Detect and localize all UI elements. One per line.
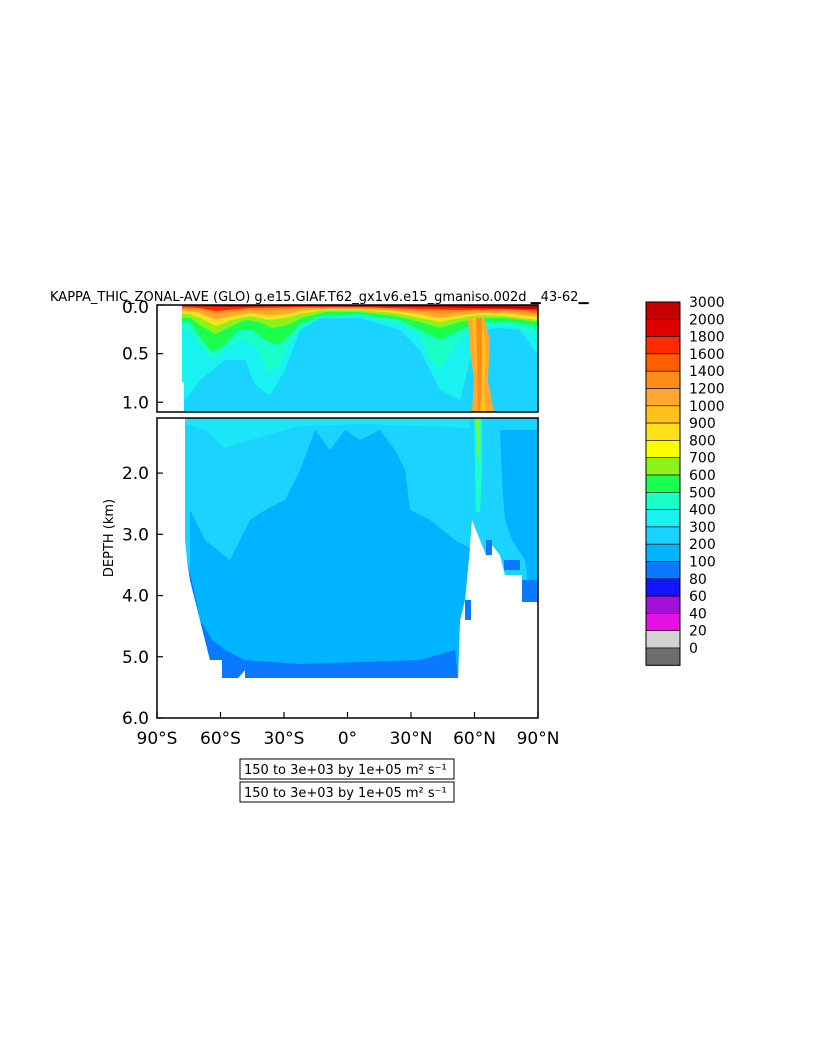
contour-info-text-2: 150 to 3e+03 by 1e+05 m² s⁻¹: [244, 786, 447, 801]
colorbar-label: 3000: [689, 295, 725, 311]
plot-title: KAPPA_THIC_ZONAL-AVE (GLO) g.e15.GIAF.T6…: [50, 290, 589, 305]
colorbar-label: 0: [689, 641, 698, 657]
colorbar-label: 400: [689, 503, 716, 519]
y-axis-label: DEPTH (km): [102, 499, 117, 577]
colorbar-label: 2000: [689, 312, 725, 328]
colorbar-swatch: [645, 543, 681, 562]
colorbar-swatch: [645, 491, 681, 510]
colorbar-label: 600: [689, 468, 716, 484]
colorbar-swatch: [645, 353, 681, 372]
colorbar-swatch: [645, 474, 681, 493]
y-tick-label: 4.0: [122, 587, 149, 607]
colorbar-label: 200: [689, 537, 716, 553]
x-tick-label: 60°N: [453, 729, 496, 749]
y-tick-label: 1.0: [122, 393, 149, 413]
colorbar-label: 80: [689, 572, 707, 588]
y-tick-label: 5.0: [122, 648, 149, 668]
colorbar-label: 1600: [689, 347, 725, 363]
contour-info-box-2: 150 to 3e+03 by 1e+05 m² s⁻¹: [239, 781, 455, 803]
y-tick-label: 6.0: [122, 709, 149, 729]
colorbar-swatch: [645, 630, 681, 649]
upper-panel-field: [157, 305, 538, 412]
colorbar-label: 800: [689, 433, 716, 449]
colorbar-label: 1400: [689, 364, 725, 380]
colorbar: 3000200018001600140012001000900800700600…: [645, 295, 725, 666]
colorbar-swatch: [645, 301, 681, 320]
colorbar-outline: [645, 301, 681, 666]
colorbar-swatch: [645, 526, 681, 545]
colorbar-swatch: [645, 422, 681, 441]
contour-info-box-1: 150 to 3e+03 by 1e+05 m² s⁻¹: [239, 758, 455, 780]
colorbar-label: 40: [689, 606, 707, 622]
colorbar-swatch: [645, 370, 681, 389]
colorbar-label: 900: [689, 416, 716, 432]
x-tick-label: 90°N: [517, 729, 560, 749]
colorbar-label: 1000: [689, 399, 725, 415]
colorbar-swatch: [645, 388, 681, 407]
colorbar-label: 1800: [689, 330, 725, 346]
colorbar-label: 700: [689, 451, 716, 467]
colorbar-label: 100: [689, 555, 716, 571]
colorbar-swatch: [645, 457, 681, 476]
colorbar-swatch: [645, 405, 681, 424]
x-tick-label: 0°: [338, 729, 357, 749]
x-tick-label: 30°N: [390, 729, 433, 749]
y-tick-label: 3.0: [122, 525, 149, 545]
colorbar-label: 20: [689, 624, 707, 640]
lower-panel-field: [185, 418, 538, 678]
colorbar-label: 1200: [689, 382, 725, 398]
colorbar-swatch: [645, 440, 681, 458]
y-tick-label: 0.0: [122, 298, 149, 318]
x-tick-label: 60°S: [200, 729, 241, 749]
upper-panel-frame: [156, 304, 539, 413]
x-tick-label: 90°S: [137, 729, 178, 749]
colorbar-swatch: [645, 595, 681, 614]
colorbar-label: 60: [689, 589, 707, 605]
axes: 90°S 60°S 30°S 0° 30°N 60°N 90°N 0.0 0.5 1.0 2.0 3.…: [122, 298, 559, 749]
contour-info-text-1: 150 to 3e+03 by 1e+05 m² s⁻¹: [244, 763, 447, 778]
x-tick-label: 30°S: [264, 729, 305, 749]
colorbar-label: 500: [689, 485, 716, 501]
y-tick-label: 0.5: [122, 345, 149, 365]
colorbar-swatch: [645, 318, 681, 337]
colorbar-swatch: [645, 647, 681, 666]
colorbar-swatch: [645, 336, 681, 355]
colorbar-swatch: [645, 561, 681, 580]
colorbar-swatch: [645, 613, 681, 632]
y-tick-label: 2.0: [122, 464, 149, 484]
colorbar-swatch: [645, 578, 681, 597]
colorbar-label: 300: [689, 520, 716, 536]
colorbar-swatch: [645, 509, 681, 528]
